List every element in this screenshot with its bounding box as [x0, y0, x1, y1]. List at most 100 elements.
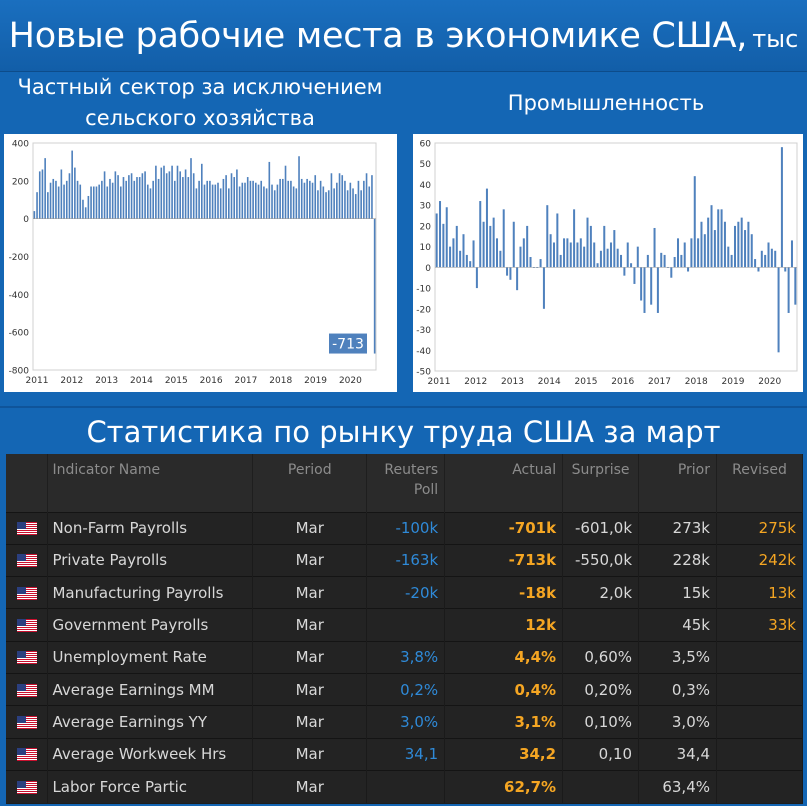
left-chart-bar [106, 186, 109, 219]
right-chart-bar [780, 147, 783, 268]
right-chart-x-tick-label: 2018 [685, 377, 708, 387]
right-chart-bar [760, 250, 763, 268]
left-chart-bar [155, 165, 157, 219]
us-flag-icon [16, 748, 37, 762]
right-chart-bar [646, 254, 649, 268]
right-chart-bar [519, 246, 522, 268]
poll-cell: -163k [366, 543, 446, 577]
column-header-revised[interactable]: Revised [716, 454, 803, 512]
table-row[interactable]: Private Payrolls Mar -163k -713k -550,0k 228k… [6, 543, 803, 577]
prior-cell: 3,0% [638, 705, 717, 739]
right-chart-bar [740, 217, 743, 268]
left-chart-bar [200, 163, 203, 219]
left-chart-bar [311, 182, 314, 219]
right-chart-bar [462, 234, 465, 268]
table-row[interactable]: Average Earnings YY Mar 3,0% 3,1% 0,10% 3,0% [6, 705, 803, 739]
right-chart-bar [737, 221, 740, 268]
actual-cell: -18k [444, 576, 564, 609]
left-chart-bar [149, 188, 152, 219]
left-chart-bar [282, 178, 284, 219]
left-chart-bar [114, 171, 117, 219]
right-chart-bar [552, 242, 555, 268]
column-header-actual[interactable]: Actual [444, 454, 564, 512]
left-chart-x-tick-label: 2015 [165, 376, 188, 386]
flag-cell [6, 576, 49, 609]
left-chart-bar [222, 178, 225, 219]
left-chart-bar [171, 165, 173, 219]
left-chart-bar [117, 175, 119, 219]
indicator-name: Average Earnings MM [47, 672, 254, 706]
right-chart-bar [693, 176, 696, 268]
left-chart-bar [219, 188, 222, 219]
surprise-cell: 0,60% [562, 640, 640, 674]
table-row[interactable]: Manufacturing Payrolls Mar -20k -18k 2,0k 15k… [6, 576, 803, 609]
left-chart-x-tick-label: 2011 [26, 376, 49, 386]
actual-cell: 62,7% [444, 769, 564, 803]
left-chart-bar [63, 184, 65, 219]
left-chart-bar [65, 180, 68, 219]
left-chart-bar [319, 180, 322, 219]
right-chart-bar [472, 240, 475, 268]
poll-cell: 0,2% [366, 672, 446, 706]
us-flag-icon [16, 619, 37, 633]
prior-cell: 45k [638, 608, 717, 642]
left-chart-bar [133, 180, 136, 219]
left-chart-bar [49, 182, 52, 219]
left-chart-bar [160, 167, 163, 219]
table-row[interactable]: Average Workweek Hrs Mar 34,1 34,2 0,10 34,4 [6, 737, 803, 771]
poll-cell: -20k [366, 576, 446, 609]
flag-cell [6, 608, 49, 642]
left-chart-bar [225, 175, 227, 219]
right-chart-bar [593, 242, 596, 268]
right-chart-bar [620, 254, 623, 268]
period-cell: Mar [252, 705, 368, 739]
left-chart-y-tick-label: 200 [12, 177, 29, 187]
left-chart-bar [309, 180, 311, 219]
left-chart-bar [236, 169, 238, 219]
column-header-period[interactable]: Period [252, 454, 368, 512]
right-chart-bar [764, 254, 767, 268]
table-body: Non-Farm Payrolls Mar -100k -701k -601,0k 273… [6, 511, 803, 803]
flag-cell [6, 640, 49, 674]
left-chart-bar [322, 186, 325, 219]
left-chart-bar [136, 177, 138, 219]
right-chart-bar [506, 267, 509, 276]
left-chart-bar [246, 177, 249, 219]
left-chart-bar [211, 184, 214, 219]
column-header-prior[interactable]: Prior [638, 454, 717, 512]
right-chart-bar [492, 217, 495, 268]
left-chart-bar [295, 188, 298, 219]
left-chart-bar [101, 180, 103, 219]
right-chart-bar [583, 246, 586, 268]
table-row[interactable]: Average Earnings MM Mar 0,2% 0,4% 0,20% 0,3% [6, 672, 803, 706]
left-chart-y-tick-label: -200 [9, 253, 30, 263]
column-header-reuters-poll[interactable]: Reuters Poll [366, 454, 446, 512]
right-chart-bar [750, 234, 753, 268]
column-header-surprise[interactable]: Surprise [562, 454, 640, 512]
left-chart-y-tick-label: -800 [9, 367, 30, 377]
right-chart-bar [569, 242, 572, 268]
table-row[interactable]: Labor Force Partic Mar 62,7% 63,4% [6, 769, 803, 803]
table-row[interactable]: Non-Farm Payrolls Mar -100k -701k -601,0k 273… [6, 511, 803, 545]
left-chart-bar [217, 182, 219, 219]
table-row[interactable]: Government Payrolls Mar 12k 45k 33k [6, 608, 803, 642]
right-chart-y-tick-label: -30 [416, 326, 431, 336]
table-row[interactable]: Unemployment Rate Mar 3,8% 4,4% 0,60% 3,5% [6, 640, 803, 674]
left-chart-bar [279, 178, 281, 219]
right-chart-bar [623, 267, 626, 276]
flag-cell [6, 672, 49, 706]
us-flag-icon [16, 683, 37, 697]
right-chart-y-tick-label: 30 [420, 202, 432, 212]
right-chart-x-tick-label: 2011 [428, 377, 451, 387]
right-chart-bar [707, 217, 710, 268]
right-chart-bar [767, 242, 770, 268]
left-chart-x-tick-label: 2019 [304, 376, 327, 386]
right-chart-bar [710, 205, 713, 268]
right-chart-bar [516, 267, 519, 291]
right-chart-bar [482, 221, 485, 268]
right-chart-bar [616, 248, 619, 268]
left-chart-y-tick-label: -400 [9, 291, 30, 301]
right-chart-bar [777, 267, 780, 353]
left-chart-bar [338, 173, 341, 219]
column-header-indicator[interactable]: Indicator Name [47, 454, 254, 512]
